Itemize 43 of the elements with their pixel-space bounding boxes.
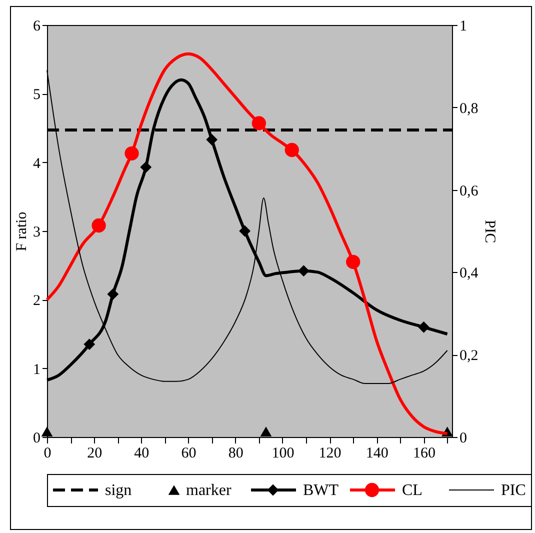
y2-tick-label: 0,4 xyxy=(460,266,479,282)
point xyxy=(107,288,119,300)
x-tick-label: 120 xyxy=(318,446,342,462)
x-tick-label: 40 xyxy=(134,446,150,462)
y2-tick-label: 0,6 xyxy=(460,183,479,200)
x-tick-label: 60 xyxy=(181,446,196,462)
legend-label: CL xyxy=(402,482,422,499)
y2-tick-label: 0 xyxy=(460,430,467,446)
x-tick-label: 140 xyxy=(366,446,388,462)
point xyxy=(84,338,96,350)
point xyxy=(284,142,299,158)
point xyxy=(418,321,430,333)
x-tick-label: 160 xyxy=(412,446,436,462)
x-tick-label: 20 xyxy=(87,446,102,462)
point xyxy=(239,225,250,237)
point xyxy=(298,265,310,277)
y2-axis-title: PIC xyxy=(481,220,498,244)
legend-label: BWT xyxy=(303,482,339,499)
point xyxy=(41,426,53,436)
legend-label: PIC xyxy=(501,482,526,499)
legend-label: sign xyxy=(105,482,132,499)
y2-tick-label: 0,8 xyxy=(460,100,478,117)
point xyxy=(346,254,360,269)
y-tick-label: 0 xyxy=(33,430,40,446)
y-tick-label: 5 xyxy=(33,87,40,104)
y-tick-label: 6 xyxy=(33,18,41,34)
y-tick-label: 3 xyxy=(33,224,40,240)
point xyxy=(140,161,152,173)
x-tick-label: 0 xyxy=(44,446,52,462)
x-tick-label: 100 xyxy=(272,446,294,462)
legend-label: marker xyxy=(186,482,232,499)
y-tick-label: 4 xyxy=(33,156,41,172)
y-tick-label: 2 xyxy=(33,293,40,310)
y2-tick-label: 1 xyxy=(460,18,467,34)
point xyxy=(252,116,266,130)
point xyxy=(92,218,106,233)
point xyxy=(260,426,272,436)
y2-tick-label: 0,2 xyxy=(460,348,478,364)
x-tick-label: 80 xyxy=(228,446,244,462)
y-tick-label: 1 xyxy=(33,362,40,378)
y-axis-title: F ratio xyxy=(14,212,30,252)
point xyxy=(124,146,139,160)
point xyxy=(206,134,218,146)
